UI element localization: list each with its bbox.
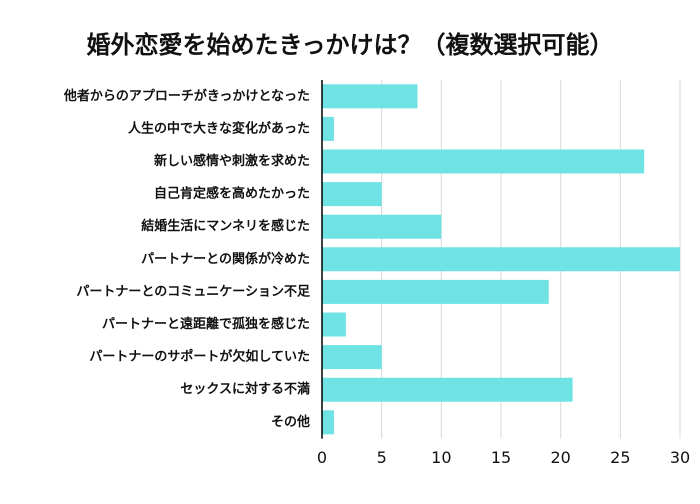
- category-label-9: セックスに対する不満: [180, 381, 310, 397]
- category-label-3: 自己肯定感を高めたかった: [154, 186, 310, 202]
- bar-10: [322, 410, 334, 435]
- x-tick-label-25: 25: [610, 448, 630, 467]
- x-tick-label-20: 20: [550, 448, 570, 467]
- x-tick-label-30: 30: [670, 448, 690, 467]
- bar-7: [322, 312, 346, 337]
- x-tick-label-0: 0: [317, 448, 327, 467]
- category-label-6: パートナーとのコミュニケーション不足: [76, 284, 311, 299]
- category-label-7: パートナーと遠距離で孤独を感じた: [102, 316, 310, 332]
- x-tick-label-5: 5: [377, 448, 387, 467]
- bar-8: [322, 345, 382, 370]
- bar-0: [322, 84, 418, 109]
- category-label-10: その他: [271, 414, 310, 430]
- bars-layer: [322, 84, 680, 435]
- x-tick-label-10: 10: [431, 448, 451, 467]
- bar-5: [322, 247, 680, 272]
- category-label-4: 結婚生活にマンネリを感じた: [141, 218, 310, 234]
- bar-4: [322, 214, 442, 239]
- category-labels-layer: 他者からのアプローチがきっかけとなった人生の中で大きな変化があった新しい感情や刺…: [63, 88, 311, 430]
- bar-3: [322, 182, 382, 207]
- category-label-2: 新しい感情や刺激を求めた: [154, 153, 310, 169]
- category-label-1: 人生の中で大きな変化があった: [128, 120, 310, 136]
- chart-title: 婚外恋愛を始めたきっかけは？（複数選択可能）: [86, 31, 613, 59]
- bar-2: [322, 149, 645, 174]
- tick-labels-layer: 0 5 10 15 20 25 30: [317, 448, 690, 467]
- x-tick-label-15: 15: [491, 448, 511, 467]
- category-label-5: パートナーとの関係が冷めた: [141, 251, 310, 267]
- bar-1: [322, 116, 334, 141]
- category-label-8: パートナーのサポートが欠如していた: [89, 349, 310, 365]
- bar-9: [322, 377, 573, 402]
- bar-6: [322, 279, 549, 304]
- category-label-0: 他者からのアプローチがきっかけとなった: [63, 88, 310, 104]
